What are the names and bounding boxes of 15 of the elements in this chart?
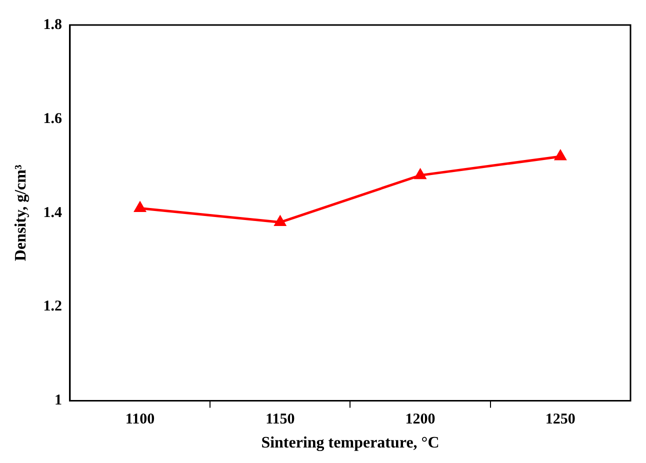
y-tick-label: 1.6 [43, 110, 62, 127]
point [274, 216, 286, 226]
point [134, 202, 146, 212]
y-tick-label: 1.8 [43, 16, 62, 33]
y-tick-label: 1.4 [43, 204, 62, 221]
x-tick-label: 1250 [545, 412, 576, 428]
point [414, 169, 426, 180]
y-axis-title: Density, g/cm³ [12, 164, 30, 262]
x-axis-title: Sintering temperature, °C [261, 434, 440, 452]
x-tick-label: 1100 [125, 412, 155, 428]
y-tick-label: 1 [54, 392, 62, 409]
y-tick-label: 1.2 [43, 298, 62, 315]
point [554, 150, 566, 160]
x-tick-label: 1150 [266, 412, 295, 428]
x-tick-label: 1200 [405, 412, 436, 428]
